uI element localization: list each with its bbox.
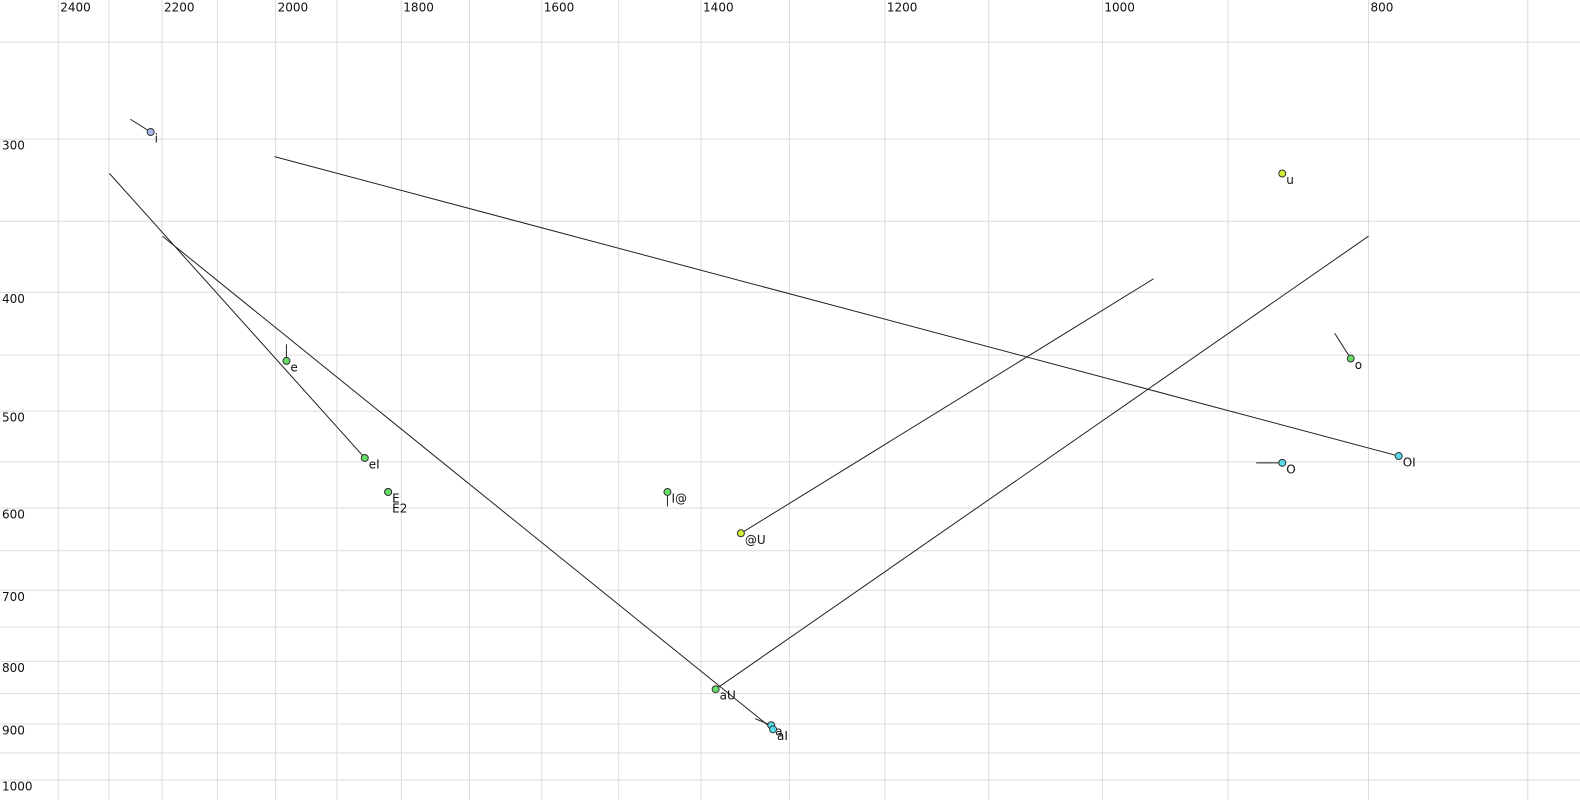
x-tick-label: 1400 (703, 1, 734, 15)
x-tick-label: 2400 (60, 1, 91, 15)
vowel-point (711, 685, 720, 694)
vowel-point (384, 487, 393, 496)
y-tick-label: 800 (2, 661, 25, 675)
y-tick-label: 300 (2, 139, 25, 153)
vowel-point (1278, 169, 1287, 178)
trajectory (740, 278, 1154, 534)
vowel-label: u (1286, 173, 1294, 187)
vowel-label: e (290, 360, 297, 374)
vowel-label: i (155, 132, 158, 146)
trajectory (274, 156, 1399, 457)
vowel-label: I@ (671, 491, 687, 505)
y-tick-label: 700 (2, 590, 25, 604)
vowel-point (146, 128, 155, 137)
x-tick-label: 1800 (403, 1, 434, 15)
vowel-label: E (392, 491, 400, 505)
vowel-point (736, 529, 745, 538)
vowel-label: @U (745, 533, 766, 547)
vowel-label: O (1286, 462, 1295, 476)
vowel-label: a (775, 725, 782, 739)
trajectory (162, 235, 774, 730)
vowel-label: aU (720, 689, 736, 703)
x-tick-label: 2200 (164, 1, 195, 15)
vowel-label: eI (369, 457, 380, 471)
vowel-point (360, 453, 369, 462)
vowel-label: aI (777, 729, 788, 743)
vowel-label: OI (1403, 456, 1416, 470)
vowel-point (663, 487, 672, 496)
y-tick-label: 1000 (2, 780, 33, 794)
trajectory (715, 235, 1369, 690)
trajectory (1334, 333, 1352, 359)
vowel-point (282, 356, 291, 365)
vowel-label: E2 (392, 501, 407, 515)
vowel-point (769, 725, 778, 734)
vowel-point (1278, 458, 1287, 467)
trajectory (109, 173, 366, 459)
x-tick-label: 1000 (1104, 1, 1135, 15)
y-tick-label: 500 (2, 411, 25, 425)
y-tick-label: 600 (2, 508, 25, 522)
vowel-point (1394, 452, 1403, 461)
vowel-label: o (1355, 358, 1362, 372)
x-tick-label: 1200 (887, 1, 918, 15)
x-tick-label: 1600 (544, 1, 575, 15)
y-tick-label: 400 (2, 292, 25, 306)
x-tick-label: 800 (1370, 1, 1393, 15)
vowel-point (1346, 354, 1355, 363)
x-tick-label: 2000 (278, 1, 309, 15)
y-tick-label: 900 (2, 724, 25, 738)
